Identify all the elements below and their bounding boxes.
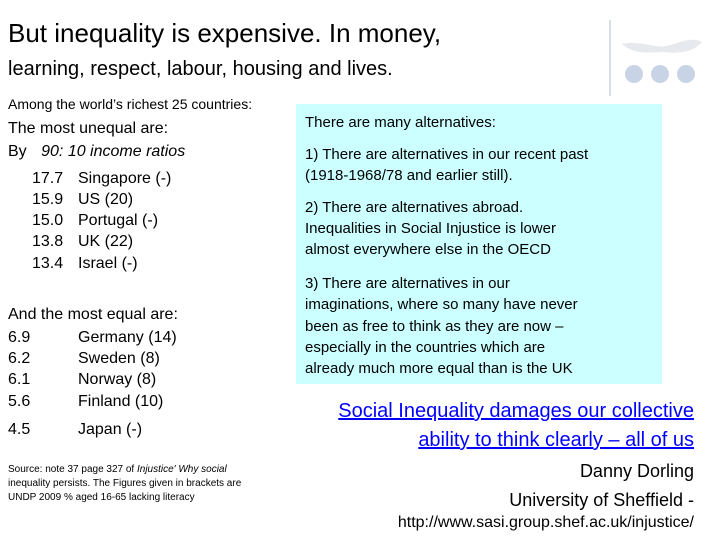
spoon-icon bbox=[622, 39, 702, 53]
title-line-2: learning, respect, labour, housing and l… bbox=[8, 58, 393, 80]
unequal-row: 13.8 UK (22) bbox=[32, 233, 133, 251]
country-name: UK (22) bbox=[78, 233, 134, 250]
equal-row: 6.1 Norway (8) bbox=[8, 371, 156, 389]
source-line-1b: Injustice' Why social bbox=[137, 464, 227, 475]
author-affiliation: University of Sheffield - bbox=[509, 490, 694, 510]
dot-icon bbox=[651, 65, 669, 83]
ratio-value: 6.9 bbox=[8, 329, 31, 346]
equal-row: 5.6 Finland (10) bbox=[8, 393, 163, 411]
equal-row: 6.2 Sweden (8) bbox=[8, 350, 160, 368]
unequal-row: 17.7 Singapore (-) bbox=[32, 170, 171, 188]
dot-icon bbox=[677, 65, 695, 83]
alternatives-p2-line: almost everywhere else in the OECD bbox=[305, 241, 551, 258]
quote-line-1[interactable]: Social Inequality damages our collective bbox=[338, 400, 694, 422]
alternatives-p3-line: already much more equal than is the UK bbox=[305, 360, 573, 377]
unequal-row: 15.9 US (20) bbox=[32, 191, 133, 209]
country-name: Sweden (8) bbox=[78, 350, 160, 367]
decorative-corner-art bbox=[609, 20, 702, 96]
quote-line-2[interactable]: ability to think clearly – all of us bbox=[418, 429, 694, 451]
alternatives-p2-line: Inequalities in Social Injustice is lowe… bbox=[305, 220, 556, 237]
country-name: Norway (8) bbox=[78, 371, 157, 388]
country-name: Israel (-) bbox=[78, 255, 138, 272]
country-name: Germany (14) bbox=[78, 329, 177, 346]
alternatives-p3-line: 3) There are alternatives in our bbox=[305, 275, 510, 292]
source-note: Source: note 37 page 327 of Injustice' W… bbox=[8, 463, 241, 505]
equal-row: 4.5 Japan (-) bbox=[8, 421, 142, 439]
source-line-1a: Source: note 37 page 327 of bbox=[8, 464, 137, 475]
ratio-label: By 90: 10 income ratios bbox=[8, 143, 185, 161]
ratio-value: 6.1 bbox=[8, 371, 31, 388]
alternatives-p1-line: 1) There are alternatives in our recent … bbox=[305, 146, 589, 163]
equal-heading: And the most equal are: bbox=[8, 306, 178, 323]
ratio-value: 4.5 bbox=[8, 421, 31, 438]
alternatives-p1-line: (1918-1968/78 and earlier still). bbox=[305, 167, 513, 184]
ratio-name: 90: 10 income ratios bbox=[41, 143, 186, 160]
unequal-row: 13.4 Israel (-) bbox=[32, 255, 138, 273]
author-url[interactable]: http://www.sasi.group.shef.ac.uk/injusti… bbox=[397, 514, 694, 531]
ratio-value: 5.6 bbox=[8, 393, 31, 410]
country-name: Finland (10) bbox=[78, 393, 164, 410]
author-name: Danny Dorling bbox=[579, 461, 694, 481]
country-name: Portugal (-) bbox=[78, 212, 159, 229]
alternatives-box: There are many alternatives: 1) There ar… bbox=[296, 104, 662, 384]
ratio-value: 6.2 bbox=[8, 350, 31, 367]
ratio-value: 13.4 bbox=[32, 255, 64, 272]
ratio-value: 15.9 bbox=[32, 191, 64, 208]
source-line-2: inequality persists. The Figures given i… bbox=[8, 478, 242, 489]
unequal-row: 15.0 Portugal (-) bbox=[32, 212, 158, 230]
title-line-1: But inequality is expensive. In money, bbox=[8, 18, 442, 48]
alternatives-p3-line: especially in the countries which are bbox=[305, 339, 546, 356]
ratio-value: 15.0 bbox=[32, 212, 64, 229]
country-name: US (20) bbox=[78, 191, 134, 208]
ratio-value: 13.8 bbox=[32, 233, 64, 250]
subtitle: Among the world’s richest 25 countries: bbox=[8, 96, 253, 112]
by-label: By bbox=[8, 143, 27, 160]
source-line-3: UNDP 2009 % aged 16-65 lacking literacy bbox=[8, 492, 195, 503]
alternatives-p3-line: imaginations, where so many have never bbox=[305, 296, 578, 313]
alternatives-p3-line: been as free to think as they are now – bbox=[305, 318, 564, 335]
alternatives-heading: There are many alternatives: bbox=[305, 114, 496, 131]
ratio-value: 17.7 bbox=[32, 170, 64, 187]
country-name: Japan (-) bbox=[78, 421, 143, 438]
equal-row: 6.9 Germany (14) bbox=[8, 329, 177, 347]
alternatives-p2-line: 2) There are alternatives abroad. bbox=[305, 199, 524, 216]
unequal-heading: The most unequal are: bbox=[8, 120, 169, 137]
dot-icon bbox=[625, 65, 643, 83]
country-name: Singapore (-) bbox=[78, 170, 172, 187]
